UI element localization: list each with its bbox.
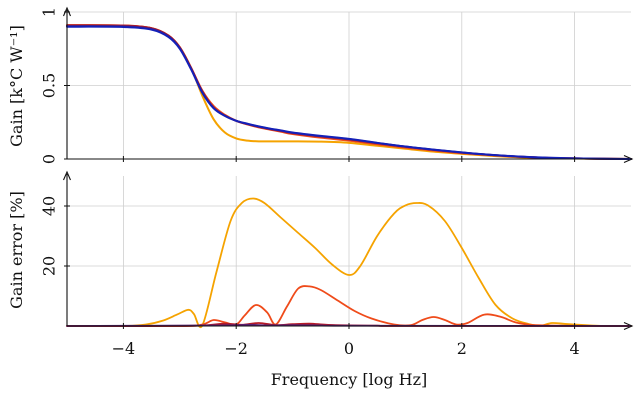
- gain-panel-axes: 00.51: [40, 6, 634, 164]
- gain-y-axis-arrow: [62, 6, 72, 17]
- gain-error-ytick-label-0: 20: [40, 256, 59, 276]
- frequency-x-axis-label: Frequency [log Hz]: [271, 370, 428, 389]
- gain-error-xtick-label-2: 0: [344, 339, 354, 358]
- gain-x-axis-arrow: [623, 154, 634, 164]
- gain-error-ytick-label-1: 40: [40, 196, 59, 216]
- gain-panel-grid: [67, 11, 631, 160]
- gain-ytick-label-1: 0.5: [40, 73, 59, 98]
- gain-error-x-axis-arrow: [623, 321, 634, 331]
- gain-error-series-0: [66, 197, 632, 328]
- gain-ytick-label-2: 1: [40, 7, 59, 17]
- gain-error-xtick-label-1: −2: [224, 339, 248, 358]
- gain-panel: 00.51 Gain [k°C W⁻¹]: [7, 6, 634, 164]
- gain-ytick-label-0: 0: [40, 154, 59, 164]
- gain-error-y-axis-arrow: [62, 170, 72, 181]
- gain-y-axis-label: Gain [k°C W⁻¹]: [7, 25, 26, 147]
- gain-error-panel-axes: 20 40 −4 −2 0 2 4: [40, 170, 634, 358]
- gain-error-panel-grid: [67, 176, 631, 326]
- gain-error-y-axis-label: Gain error [%]: [7, 191, 26, 309]
- gain-error-xtick-label-4: 4: [570, 339, 580, 358]
- gain-error-xtick-label-0: −4: [112, 339, 136, 358]
- gain-series-4: [66, 25, 632, 160]
- gain-panel-series: [66, 24, 632, 160]
- gain-error-xtick-label-3: 2: [457, 339, 467, 358]
- gain-error-panel: 20 40 −4 −2 0 2 4 Gain error [%] Frequency [lo…: [7, 170, 634, 389]
